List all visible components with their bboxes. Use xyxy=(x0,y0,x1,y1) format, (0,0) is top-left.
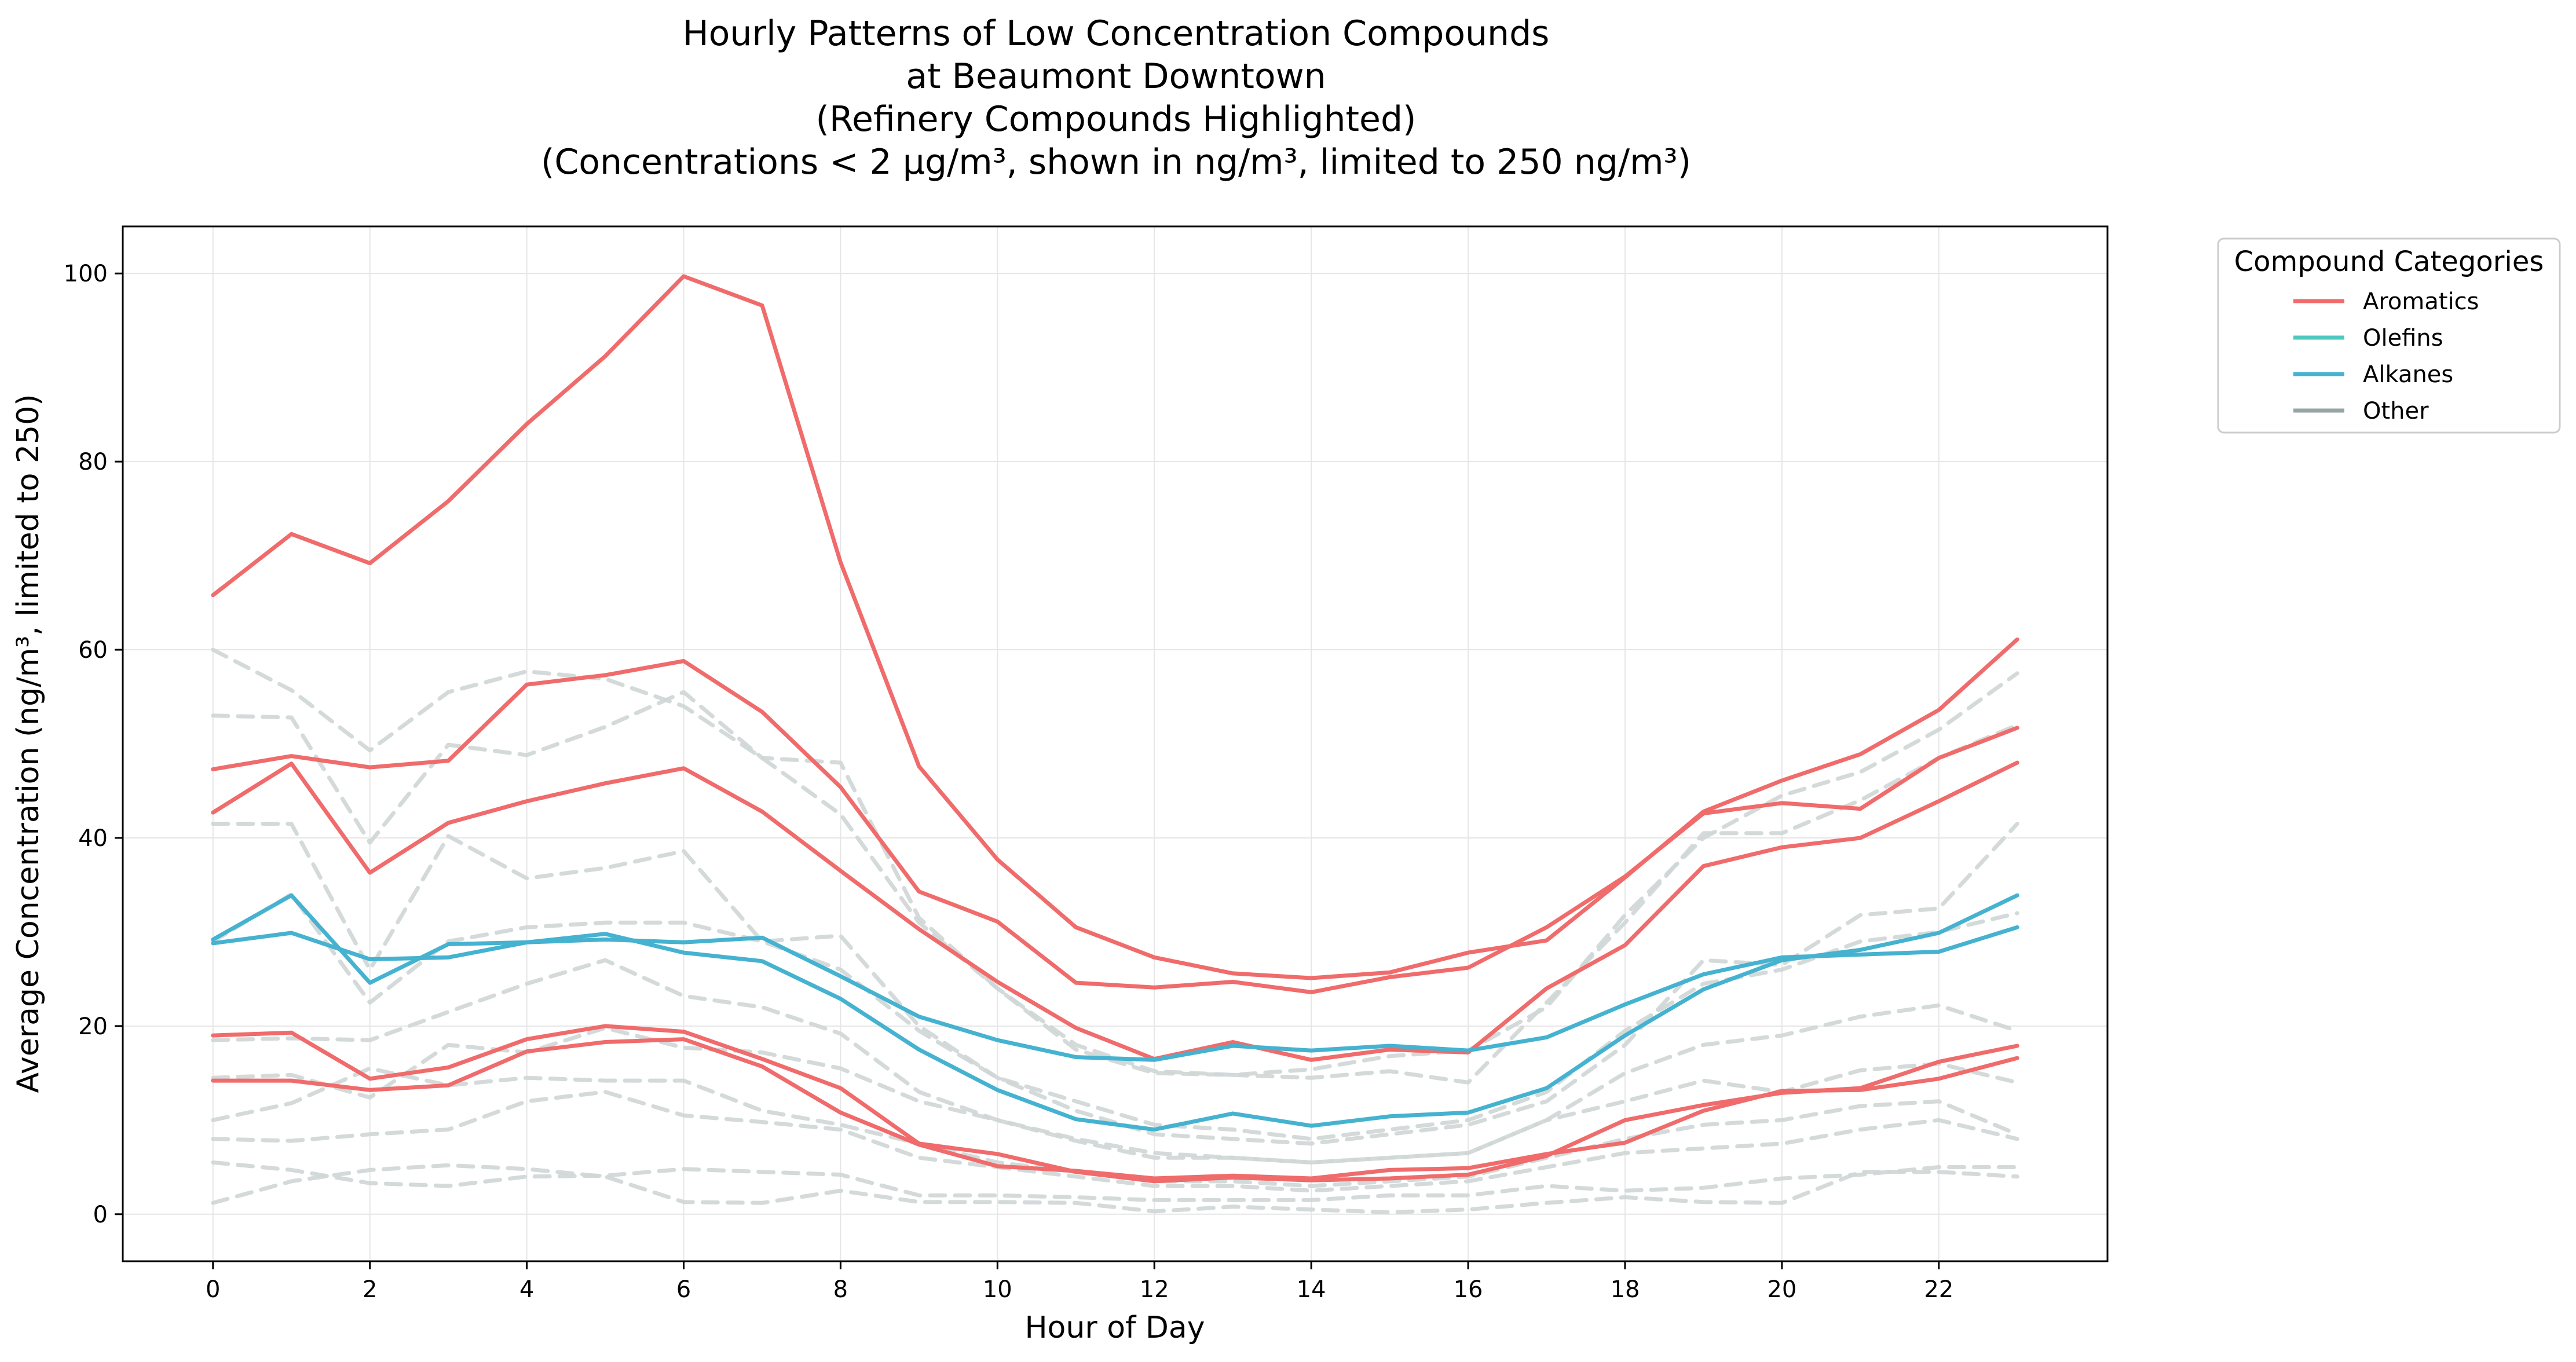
series-line-other-1 xyxy=(211,690,2019,1085)
x-tick-label-3: 6 xyxy=(676,1276,691,1303)
legend: Compound Categories Aromatics Olefins Alka… xyxy=(2217,237,2561,434)
series-line-other-3 xyxy=(211,892,2019,1141)
legend-title: Compound Categories xyxy=(2234,246,2544,278)
chart-title-line-3: (Refinery Compounds Highlighted) xyxy=(816,99,1417,140)
y-tick-label-5: 100 xyxy=(64,261,108,287)
y-tick-label-2: 40 xyxy=(78,825,108,852)
legend-label-other: Other xyxy=(2363,398,2429,424)
grid-lines xyxy=(123,226,2107,1261)
x-tick-label-1: 2 xyxy=(363,1276,377,1303)
series-line-aromatics-10 xyxy=(211,274,2019,980)
y-tick-label-3: 60 xyxy=(78,637,108,664)
legend-label-alkanes: Alkanes xyxy=(2363,361,2453,388)
x-tick-label-7: 14 xyxy=(1297,1276,1326,1303)
series-line-other-9 xyxy=(211,1163,2019,1214)
series-line-other-0 xyxy=(211,647,2019,1077)
series-line-other-5 xyxy=(211,1026,2019,1165)
y-tick-label-4: 80 xyxy=(78,449,108,475)
chart-title: Hourly Patterns of Low Concentration Com… xyxy=(541,13,1691,182)
y-axis-label: Average Concentration (ng/m³, limited to… xyxy=(11,394,46,1093)
legend-box xyxy=(2217,237,2561,434)
chart-title-line-1: Hourly Patterns of Low Concentration Com… xyxy=(683,13,1550,54)
series-line-aromatics-14 xyxy=(211,1037,2019,1181)
series-lines xyxy=(211,274,2019,1214)
y-axis: 0 20 40 60 80 100 xyxy=(64,261,123,1228)
x-tick-label-8: 16 xyxy=(1454,1276,1483,1303)
x-axis: 0 2 4 6 8 10 12 14 16 18 20 22 xyxy=(206,1261,1953,1303)
chart-title-line-2: at Beaumont Downtown xyxy=(906,56,1326,97)
y-tick-label-1: 20 xyxy=(78,1013,108,1040)
x-tick-label-11: 22 xyxy=(1924,1276,1953,1303)
series-line-other-4 xyxy=(211,958,2019,1165)
plot-frame xyxy=(122,225,2109,1262)
series-line-other-8 xyxy=(211,1160,2019,1202)
series-line-aromatics-12 xyxy=(211,760,2019,1062)
x-tick-label-9: 18 xyxy=(1611,1276,1640,1303)
legend-label-aromatics: Aromatics xyxy=(2363,288,2479,315)
x-tick-label-10: 20 xyxy=(1767,1276,1796,1303)
chart-title-line-4: (Concentrations < 2 µg/m³, shown in ng/m… xyxy=(541,142,1691,182)
x-tick-label-4: 8 xyxy=(833,1276,848,1303)
x-tick-label-0: 0 xyxy=(206,1276,220,1303)
y-tick-label-0: 0 xyxy=(93,1202,108,1228)
x-tick-label-6: 12 xyxy=(1140,1276,1169,1303)
legend-label-olefins: Olefins xyxy=(2363,325,2443,352)
x-axis-label: Hour of Day xyxy=(1024,1310,1205,1345)
series-line-other-7 xyxy=(211,1090,2019,1193)
series-line-alkanes-15 xyxy=(211,893,2019,1062)
x-tick-label-2: 4 xyxy=(519,1276,534,1303)
series-line-aromatics-11 xyxy=(211,659,2019,994)
x-tick-label-5: 10 xyxy=(983,1276,1012,1303)
series-line-alkanes-16 xyxy=(211,893,2019,1132)
